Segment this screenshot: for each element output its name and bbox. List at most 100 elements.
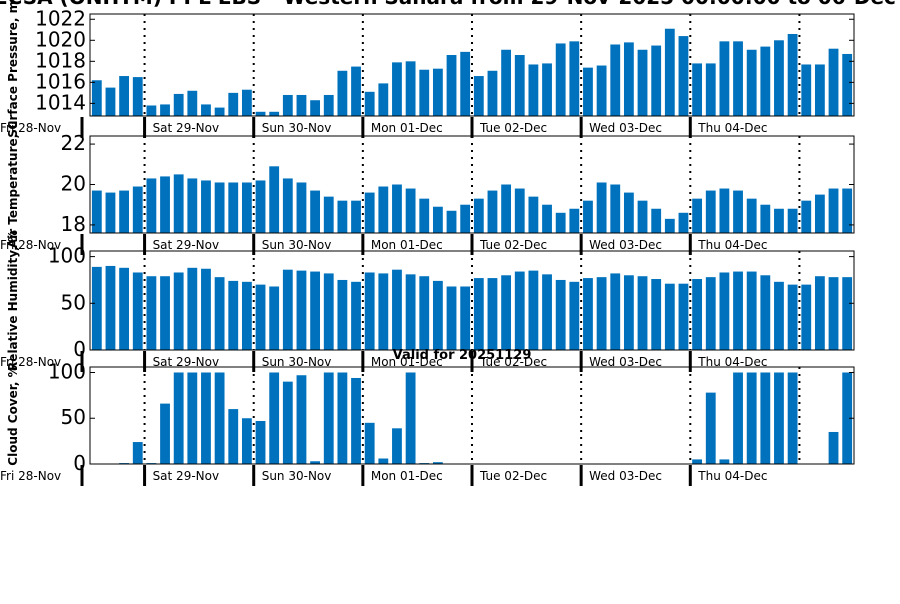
data-bar bbox=[637, 49, 648, 116]
data-bar bbox=[296, 270, 307, 350]
data-bar bbox=[746, 372, 757, 464]
data-bar bbox=[814, 64, 825, 116]
data-bar bbox=[419, 69, 430, 116]
day-label: Mon 01-Dec bbox=[371, 469, 443, 483]
data-bar bbox=[487, 70, 498, 116]
data-bar bbox=[432, 68, 443, 116]
data-bar bbox=[501, 49, 512, 116]
data-bar bbox=[255, 420, 266, 464]
data-bar bbox=[801, 284, 812, 350]
data-bar bbox=[623, 192, 634, 233]
data-bar bbox=[787, 33, 798, 117]
y-tick-label: 100 bbox=[48, 244, 86, 268]
data-bar bbox=[351, 281, 361, 350]
data-bar bbox=[405, 188, 416, 233]
data-bar bbox=[664, 28, 675, 116]
data-bar bbox=[282, 178, 293, 233]
day-label: Thu 04-Dec bbox=[697, 238, 767, 252]
data-bar bbox=[201, 180, 211, 233]
data-bar bbox=[555, 279, 566, 350]
data-bar bbox=[814, 276, 825, 350]
data-bar bbox=[228, 182, 239, 233]
data-bar bbox=[473, 278, 484, 350]
data-bar bbox=[105, 87, 116, 116]
data-bar bbox=[364, 192, 375, 233]
data-bar bbox=[119, 190, 130, 233]
data-bar bbox=[583, 278, 593, 350]
data-bar bbox=[746, 198, 757, 233]
ylabel-temperature: Air Temperature, C bbox=[6, 121, 20, 249]
data-bar bbox=[774, 208, 784, 233]
data-bar bbox=[173, 272, 184, 350]
data-bar bbox=[337, 70, 348, 116]
day-label: Sun 30-Nov bbox=[262, 469, 332, 483]
data-bar bbox=[187, 178, 198, 233]
day-label: Thu 04-Dec bbox=[697, 355, 767, 369]
y-tick-label: 0 bbox=[73, 451, 86, 475]
data-bar bbox=[583, 67, 593, 116]
data-bar bbox=[269, 372, 280, 464]
day-label: Tue 02-Dec bbox=[479, 121, 547, 135]
day-label: Sat 29-Nov bbox=[153, 355, 220, 369]
data-bar bbox=[296, 94, 307, 116]
data-bar bbox=[733, 271, 743, 350]
data-bar bbox=[528, 270, 539, 350]
data-bar bbox=[787, 372, 798, 464]
data-bar bbox=[528, 196, 539, 233]
data-bar bbox=[364, 272, 375, 350]
data-bar bbox=[105, 192, 116, 233]
data-bar bbox=[678, 283, 689, 350]
data-bar bbox=[160, 104, 170, 116]
data-bar bbox=[774, 40, 784, 116]
data-bar bbox=[323, 196, 334, 233]
data-bar bbox=[214, 107, 225, 116]
data-bar bbox=[201, 104, 211, 116]
data-bar bbox=[514, 188, 525, 233]
data-bar bbox=[187, 372, 198, 464]
data-bar bbox=[760, 46, 771, 116]
data-bar bbox=[228, 92, 239, 116]
data-bar bbox=[419, 276, 430, 350]
data-bar bbox=[828, 188, 839, 233]
day-label: Wed 03-Dec bbox=[589, 238, 662, 252]
day-label: Sun 30-Nov bbox=[262, 355, 332, 369]
data-bar bbox=[228, 280, 239, 350]
ylabel-pressure: Surface Pressure, mb bbox=[6, 0, 20, 138]
ylabel-humidity: Relative Humidity, % bbox=[6, 230, 20, 371]
data-bar bbox=[392, 269, 402, 350]
data-bar bbox=[392, 428, 402, 464]
data-bar bbox=[610, 184, 621, 233]
data-bar bbox=[432, 462, 443, 464]
day-label: Sun 30-Nov bbox=[262, 121, 332, 135]
data-bar bbox=[501, 275, 512, 350]
data-bar bbox=[119, 76, 130, 116]
data-bar bbox=[787, 208, 798, 233]
data-bar bbox=[719, 459, 730, 464]
data-bar bbox=[719, 272, 730, 350]
data-bar bbox=[760, 275, 771, 350]
data-bar bbox=[146, 105, 157, 116]
data-bar bbox=[760, 372, 771, 464]
data-bar bbox=[296, 182, 307, 233]
day-label: Mon 01-Dec bbox=[371, 238, 443, 252]
data-bar bbox=[323, 372, 334, 464]
data-bar bbox=[460, 51, 471, 116]
data-bar bbox=[637, 200, 648, 233]
data-bar bbox=[378, 83, 389, 116]
data-bar bbox=[91, 80, 102, 116]
data-bar bbox=[596, 65, 607, 116]
data-bar bbox=[91, 266, 102, 350]
data-bar bbox=[678, 212, 689, 233]
data-bar bbox=[351, 66, 361, 116]
data-bar bbox=[364, 91, 375, 116]
day-label: Sat 29-Nov bbox=[153, 469, 220, 483]
day-label: Tue 02-Dec bbox=[479, 238, 547, 252]
data-bar bbox=[255, 180, 266, 233]
data-bar bbox=[514, 55, 525, 116]
day-label: Fri 28-Nov bbox=[0, 238, 61, 252]
data-bar bbox=[337, 372, 348, 464]
data-bar bbox=[596, 277, 607, 350]
